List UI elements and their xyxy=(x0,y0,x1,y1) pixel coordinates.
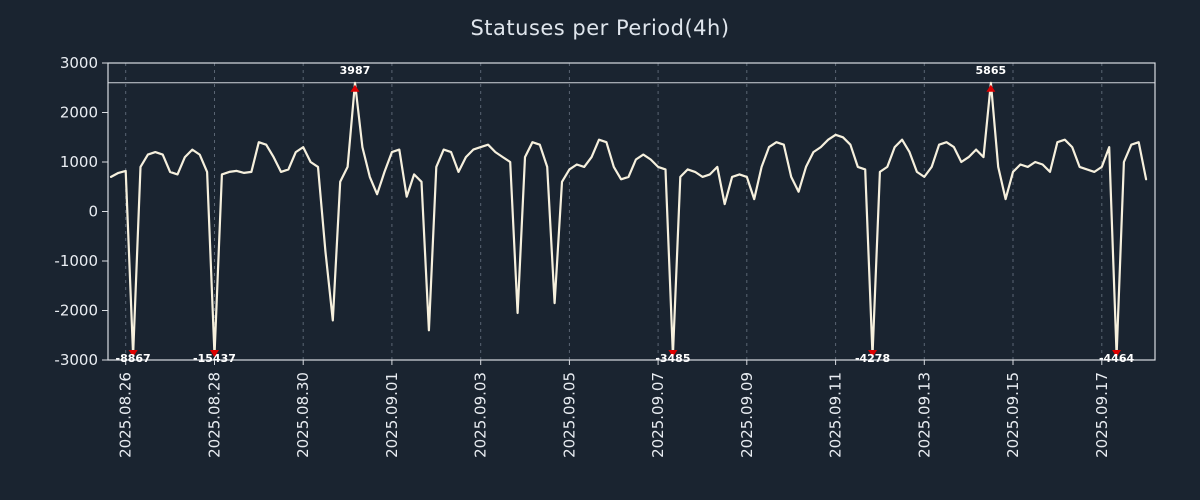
x-tick-label: 2025.09.09 xyxy=(738,372,756,458)
trough-marker-icon xyxy=(868,350,878,358)
extreme-value-label: -4464 xyxy=(1099,352,1135,365)
trough-marker-icon xyxy=(128,350,138,358)
x-tick-label: 2025.09.17 xyxy=(1093,372,1111,458)
y-tick-label: 2000 xyxy=(60,104,98,122)
x-tick-label: 2025.08.30 xyxy=(294,372,312,458)
x-tick-label: 2025.09.01 xyxy=(383,372,401,458)
y-tick-label: 0 xyxy=(88,203,98,221)
peak-marker-icon xyxy=(986,84,996,92)
x-tick-label: 2025.09.05 xyxy=(560,372,578,458)
extreme-value-label: -8867 xyxy=(116,352,151,365)
chart-title: Statuses per Period(4h) xyxy=(470,16,730,40)
y-tick-label: -2000 xyxy=(54,302,98,320)
extreme-value-label: 5865 xyxy=(976,64,1007,77)
extreme-value-label: -15437 xyxy=(193,352,236,365)
extreme-value-label: -4278 xyxy=(855,352,890,365)
trough-marker-icon xyxy=(209,350,219,358)
extreme-value-label: -3485 xyxy=(655,352,690,365)
trough-marker-icon xyxy=(668,350,678,358)
x-tick-label: 2025.09.07 xyxy=(649,372,667,458)
y-tick-label: -1000 xyxy=(54,252,98,270)
y-tick-label: 1000 xyxy=(60,153,98,171)
extreme-value-label: 3987 xyxy=(340,64,371,77)
x-tick-label: 2025.08.28 xyxy=(206,372,224,458)
y-tick-label: 3000 xyxy=(60,54,98,72)
chart-frame xyxy=(107,62,1156,361)
x-tick-label: 2025.09.11 xyxy=(827,372,845,458)
x-tick-label: 2025.08.26 xyxy=(117,372,135,458)
x-tick-label: 2025.09.13 xyxy=(915,372,933,458)
x-tick-label: 2025.09.15 xyxy=(1004,372,1022,458)
trough-marker-icon xyxy=(1112,350,1122,358)
y-tick-label: -3000 xyxy=(54,351,98,369)
series-line xyxy=(109,81,1148,357)
peak-marker-icon xyxy=(350,84,360,92)
x-tick-label: 2025.09.03 xyxy=(472,372,490,458)
